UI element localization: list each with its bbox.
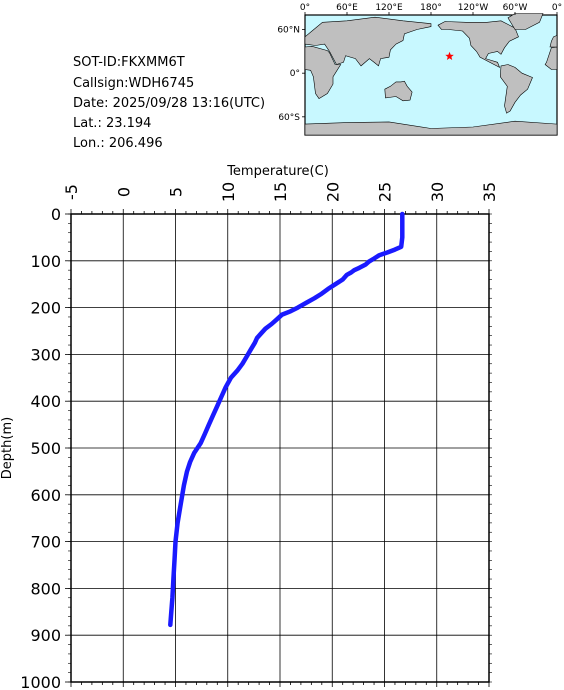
australia-landmass (384, 80, 413, 102)
temperature-depth-chart: -5 0 5 10 15 20 25 30 35 01002003004005006007008… (0, 164, 499, 690)
map-lat-label: 60°S (278, 113, 300, 123)
greenland-landmass (507, 13, 544, 30)
europe-west-landmass (549, 34, 558, 48)
y-axis-label: Depth(m) (0, 417, 15, 479)
x-tick-label: 15 (271, 182, 290, 202)
map-longitude-labels: 0° 60°E 120°E 180° 120°W 60°W 0° (300, 3, 562, 15)
map-lon-label: 120°E (375, 3, 403, 13)
antarctica-landmass (304, 120, 558, 136)
world-map: 0° 60°E 120°E 180° 120°W 60°W 0° 60°N 0° 60°S (277, 3, 562, 136)
north-america-landmass (437, 20, 519, 69)
x-tick-label: 25 (376, 182, 395, 202)
y-tick-label: 400 (30, 392, 61, 411)
lat-text: Lat.: 23.194 (73, 116, 151, 131)
x-tick-label: 35 (480, 182, 499, 202)
map-lon-label: 120°W (458, 3, 489, 13)
y-tick-label: 900 (30, 626, 61, 645)
y-tick-label: 300 (30, 345, 61, 364)
callsign-text: Callsign:WDH6745 (73, 76, 194, 91)
x-tick-label: -5 (62, 184, 81, 200)
y-tick-label: 500 (30, 439, 61, 458)
x-axis-ticks: -5 0 5 10 15 20 25 30 35 (62, 182, 499, 687)
map-lon-label: 60°W (503, 3, 528, 13)
y-tick-label: 800 (30, 579, 61, 598)
y-tick-label: 0 (51, 205, 61, 224)
y-tick-label: 200 (30, 299, 61, 318)
eurasia-landmass (304, 16, 432, 67)
south-america-landmass (499, 64, 533, 114)
y-tick-label: 1000 (20, 673, 61, 690)
africa-landmass (304, 45, 342, 100)
temperature-profile-line (168, 211, 405, 628)
x-tick-label: 30 (428, 182, 447, 202)
y-axis-ticks: 0 100 200 300 400 500 600 700 800 900 1000 (20, 205, 492, 690)
lon-text: Lon.: 206.496 (73, 136, 163, 151)
x-tick-label: 10 (219, 182, 238, 202)
map-lon-label: 180° (420, 3, 442, 13)
africa-west-landmass (544, 46, 558, 70)
observation-marker (445, 51, 454, 60)
map-lat-label: 60°N (277, 26, 300, 36)
map-lon-label: 0° (300, 3, 310, 13)
x-tick-label: 20 (323, 182, 342, 202)
map-lon-label: 0° (552, 3, 562, 13)
map-latitude-labels: 60°N 0° 60°S (277, 26, 305, 123)
date-text: Date: 2025/09/28 13:16(UTC) (73, 96, 265, 111)
plot-frame (70, 213, 490, 683)
x-tick-label: 5 (167, 187, 186, 197)
map-landmasses (304, 13, 558, 136)
x-axis-label: Temperature(C) (226, 164, 329, 179)
map-lat-label: 0° (290, 69, 300, 79)
x-tick-label: 0 (114, 187, 133, 197)
info-block: SOT-ID:FKXMM6T Callsign:WDH6745 Date: 20… (73, 55, 265, 151)
y-tick-label: 600 (30, 486, 61, 505)
chart-grid (70, 213, 490, 683)
y-tick-label: 100 (30, 252, 61, 271)
map-lon-label: 60°E (336, 3, 358, 13)
y-tick-label: 700 (30, 533, 61, 552)
sot-id-text: SOT-ID:FKXMM6T (73, 55, 185, 70)
